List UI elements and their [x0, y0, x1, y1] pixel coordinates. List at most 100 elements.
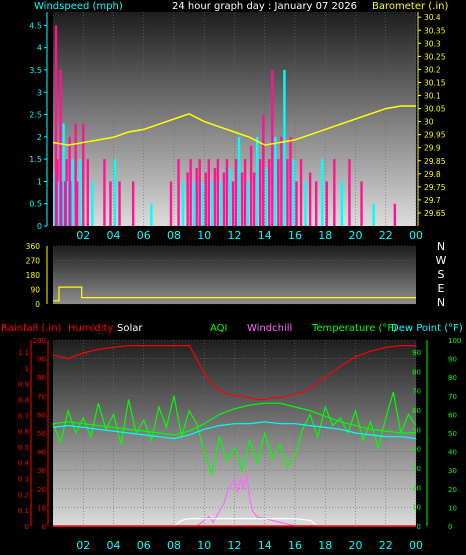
legend-dewpoint: Dew Point (°F): [391, 323, 463, 334]
rain-tick-label: 0.9: [18, 381, 29, 389]
windspeed-bar: [283, 69, 286, 226]
barometer-tick-label: 29.8: [424, 170, 441, 179]
windspeed-bar: [76, 181, 79, 226]
wind-x-tick-label: 06: [137, 229, 151, 242]
barometer-tick-label: 30.1: [424, 92, 441, 101]
aqi-line: [52, 391, 417, 477]
right-axis-title: Barometer (.in): [372, 1, 448, 12]
legend-solar: Solar: [117, 323, 143, 334]
barometer-tick-label: 29.65: [424, 209, 446, 218]
windspeed-bar: [186, 172, 189, 226]
wind-left-tick-label: 0.5: [29, 200, 42, 209]
windspeed-bar: [340, 181, 344, 226]
rain-tick-label: 0.2: [18, 491, 29, 499]
rain-tick-label: 0.3: [18, 476, 29, 484]
humidity-tick-label: 20: [37, 486, 46, 494]
dewpoint-tick-label: 20: [448, 486, 457, 494]
bottom-x-tick-label: 04: [107, 539, 121, 552]
temperature-tick-label: 70: [412, 388, 421, 396]
barometer-tick-label: 30.15: [424, 78, 446, 87]
bottom-x-tick-label: 22: [379, 539, 393, 552]
bottom-x-tick-label: 08: [167, 539, 181, 552]
temperature-tick-label: 60: [412, 407, 421, 415]
windspeed-bar: [207, 159, 210, 226]
windspeed-bar: [265, 168, 268, 226]
barometer-tick-label: 29.9: [424, 144, 441, 153]
windspeed-bar: [216, 159, 220, 226]
wind-left-tick-label: 4.5: [29, 21, 42, 30]
bottom-x-tick-label: 10: [197, 539, 211, 552]
wind-x-tick-label: 10: [197, 229, 211, 242]
bottom-x-tick-label: 14: [258, 539, 272, 552]
windspeed-bar: [219, 181, 223, 226]
windspeed-bar: [66, 181, 70, 226]
windspeed-bar: [292, 159, 295, 226]
windspeed-bar: [222, 172, 226, 226]
humidity-tick-label: 0: [42, 523, 46, 531]
barometer-tick-label: 30.25: [424, 52, 446, 61]
wind-x-tick-label: 20: [349, 229, 363, 242]
dir-tick-label: 360: [26, 242, 41, 251]
windspeed-bar: [333, 159, 336, 226]
humidity-tick-label: 40: [37, 449, 46, 457]
windspeed-bar: [280, 136, 283, 226]
windspeed-bar: [321, 159, 324, 226]
windspeed-bar: [131, 181, 135, 226]
windspeed-bar: [299, 159, 303, 226]
barometer-tick-label: 30: [424, 118, 434, 127]
wind-direction-line: [53, 286, 416, 302]
humidity-line: [52, 345, 416, 401]
wind-left-tick-label: 2.5: [29, 111, 42, 120]
temperature-tick-label: 80: [412, 368, 421, 376]
barometer-tick-label: 29.95: [424, 131, 446, 140]
windspeed-bar: [181, 181, 185, 226]
dewpoint-tick-label: 70: [448, 393, 457, 401]
windspeed-bar: [240, 172, 244, 226]
dewpoint-tick-label: 10: [448, 504, 457, 512]
windspeed-bar: [53, 172, 56, 226]
dir-tick-label: 0: [35, 300, 40, 309]
temperature-tick-label: 40: [412, 446, 421, 454]
windspeed-bar: [60, 181, 64, 226]
compass-letter: E: [438, 282, 445, 295]
windspeed-bar: [198, 159, 201, 226]
compass-letter: W: [436, 254, 447, 267]
wind-x-tick-label: 08: [167, 229, 181, 242]
humidity-tick-label: 30: [37, 467, 46, 475]
windspeed-bar: [56, 159, 59, 226]
windspeed-bar: [69, 181, 73, 226]
windspeed-bar: [59, 69, 62, 226]
humidity-tick-label: 90: [37, 356, 46, 364]
rain-tick-label: 1.1: [18, 349, 29, 357]
windspeed-bar: [189, 159, 192, 226]
dir-tick-label: 90: [30, 286, 40, 295]
compass-letter: N: [437, 296, 445, 309]
wind-left-tick-label: 1.5: [29, 155, 42, 164]
windspeed-bar: [252, 172, 256, 226]
windspeed-bar: [71, 159, 74, 226]
bottom-x-tick-label: 00: [409, 539, 423, 552]
windspeed-bar: [54, 25, 58, 226]
humidity-tick-label: 70: [37, 393, 46, 401]
dewpoint-line: [52, 421, 417, 440]
legend-rainfall: Rainfall (.in): [1, 323, 62, 334]
windspeed-bar: [271, 69, 274, 226]
bottom-x-tick-label: 02: [76, 539, 90, 552]
legend-windchill: Windchill: [247, 323, 292, 334]
temperature-tick-label: 0: [417, 523, 421, 531]
windspeed-bar: [150, 203, 153, 226]
windspeed-bar: [113, 159, 117, 226]
legend-aqi: AQI: [210, 323, 228, 334]
windspeed-bar: [237, 136, 241, 226]
windspeed-bar: [82, 123, 85, 226]
humidity-tick-label: 50: [37, 430, 46, 438]
windspeed-bar: [91, 181, 94, 226]
windspeed-bar: [249, 145, 253, 226]
windspeed-bar: [63, 181, 67, 226]
windspeed-bar: [228, 168, 232, 226]
barometer-tick-label: 30.05: [424, 105, 446, 114]
windspeed-bar: [308, 172, 312, 226]
windspeed-bar: [295, 181, 298, 226]
compass-letter: N: [437, 240, 445, 253]
